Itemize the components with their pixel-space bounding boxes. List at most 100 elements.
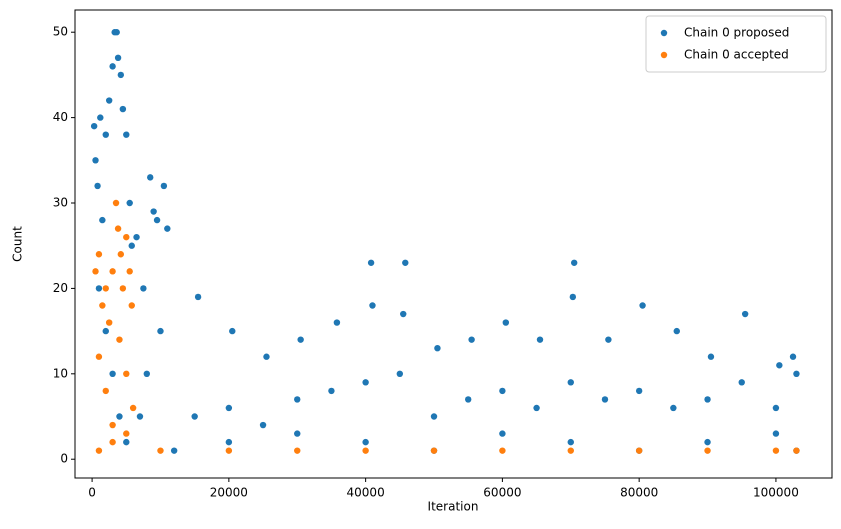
point: [114, 225, 122, 232]
point: [465, 396, 472, 403]
point: [126, 268, 133, 275]
point: [109, 421, 116, 429]
point: [225, 404, 233, 412]
point: [499, 387, 506, 395]
x-tick-label: 80000: [620, 486, 658, 500]
point: [99, 302, 106, 309]
point: [95, 447, 103, 454]
point: [430, 413, 438, 420]
point: [567, 379, 574, 386]
point: [499, 430, 506, 437]
point: [499, 447, 506, 454]
y-axis-label: Count: [11, 226, 25, 262]
point: [160, 182, 168, 190]
point: [789, 353, 797, 360]
point: [143, 370, 151, 378]
point: [128, 242, 135, 249]
point: [772, 447, 780, 454]
legend-marker: [660, 51, 668, 59]
point: [123, 430, 130, 437]
point: [109, 63, 116, 70]
x-tick-label: 20000: [210, 486, 248, 500]
y-tick-label: 20: [53, 281, 68, 295]
point: [635, 387, 643, 395]
point: [95, 251, 103, 258]
point: [402, 259, 409, 266]
plot-frame: [74, 9, 833, 479]
point: [294, 447, 301, 454]
y-tick-label: 50: [53, 25, 68, 39]
point: [369, 302, 376, 309]
point: [772, 404, 780, 412]
point: [102, 285, 109, 292]
point: [113, 29, 120, 36]
point: [119, 105, 127, 113]
legend-box: [645, 15, 827, 73]
point: [95, 353, 103, 360]
point: [396, 370, 404, 378]
point: [776, 362, 783, 369]
point: [123, 370, 130, 378]
point: [105, 97, 113, 104]
point: [400, 310, 407, 318]
x-axis-label: Iteration: [428, 500, 479, 514]
point: [263, 353, 270, 360]
point: [109, 438, 116, 446]
point: [114, 54, 122, 62]
point: [430, 447, 438, 454]
point: [164, 225, 171, 232]
y-tick-label: 40: [53, 110, 68, 124]
point: [328, 387, 335, 395]
point: [294, 430, 301, 437]
point: [170, 447, 178, 454]
point: [157, 447, 164, 454]
point: [102, 387, 109, 395]
point: [704, 396, 711, 403]
point: [136, 413, 144, 420]
point: [194, 293, 202, 301]
point: [129, 404, 137, 412]
point: [367, 259, 375, 266]
point: [109, 370, 116, 378]
point: [117, 71, 125, 79]
point: [601, 396, 609, 403]
point: [635, 447, 643, 454]
point: [567, 438, 574, 446]
point: [362, 379, 369, 386]
point: [140, 285, 147, 292]
point: [99, 216, 106, 224]
point: [92, 268, 99, 275]
point: [128, 302, 135, 309]
point: [793, 447, 800, 454]
point: [670, 404, 677, 412]
point: [105, 319, 113, 326]
point: [133, 233, 140, 241]
point: [123, 233, 130, 241]
point: [157, 327, 164, 335]
point: [567, 447, 574, 454]
point: [704, 438, 711, 446]
point: [333, 319, 341, 326]
point: [707, 353, 715, 360]
point: [116, 413, 123, 420]
point: [639, 302, 646, 309]
point: [95, 285, 103, 292]
point: [225, 447, 233, 454]
point: [741, 310, 749, 318]
point: [570, 259, 578, 266]
x-tick-label: 40000: [347, 486, 385, 500]
point: [109, 268, 116, 275]
x-tick-label: 100000: [753, 486, 799, 500]
point: [502, 319, 510, 326]
point: [704, 447, 711, 454]
point: [123, 438, 130, 446]
point: [90, 122, 98, 130]
point: [793, 370, 800, 378]
x-tick-label: 0: [88, 486, 96, 500]
point: [150, 208, 157, 215]
point: [191, 413, 198, 420]
point: [533, 404, 540, 412]
y-tick-label: 10: [53, 366, 68, 380]
point: [569, 293, 577, 301]
